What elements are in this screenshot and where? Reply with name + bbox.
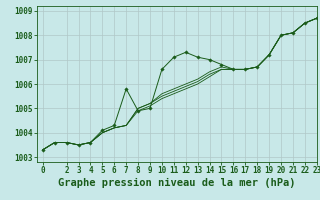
X-axis label: Graphe pression niveau de la mer (hPa): Graphe pression niveau de la mer (hPa) (58, 178, 296, 188)
